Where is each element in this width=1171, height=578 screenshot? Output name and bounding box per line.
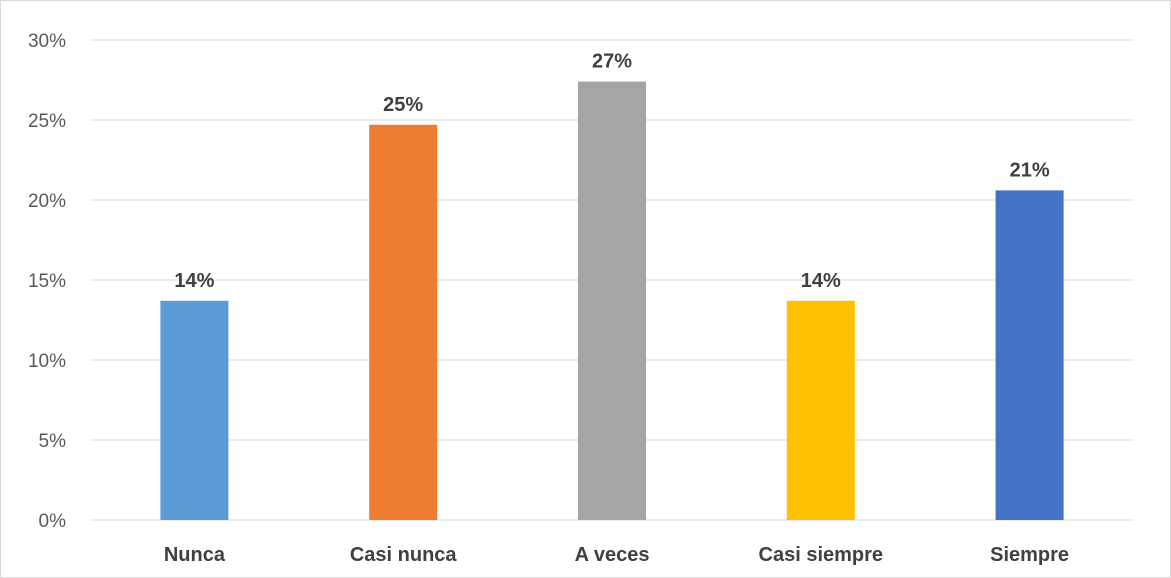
y-tick-label: 25% — [28, 111, 66, 132]
bar — [369, 124, 438, 521]
bar — [995, 190, 1064, 520]
y-tick-label: 30% — [28, 31, 66, 52]
data-label: 21% — [1010, 159, 1050, 181]
category-label: A veces — [575, 544, 650, 566]
data-label: 27% — [592, 51, 632, 73]
data-label: 14% — [801, 270, 841, 292]
category-label: Casi siempre — [759, 544, 884, 566]
x-axis-category-labels: Nunca Casi nunca A veces Casi siempre Siempr… — [164, 544, 1069, 566]
category-label: Siempre — [990, 544, 1069, 566]
bars — [160, 81, 1064, 521]
category-label: Nunca — [164, 544, 226, 566]
y-tick-label: 5% — [39, 431, 67, 452]
data-label: 25% — [383, 94, 423, 116]
bar — [160, 300, 229, 520]
y-tick-label: 20% — [28, 191, 66, 212]
data-labels: 14% 25% 27% 14% 21% — [174, 51, 1049, 292]
y-axis-tick-labels: 0% 5% 10% 15% 20% 25% 30% — [28, 31, 66, 532]
y-tick-label: 15% — [28, 271, 66, 292]
category-label: Casi nunca — [350, 544, 458, 566]
y-tick-label: 0% — [39, 511, 67, 532]
data-label: 14% — [174, 270, 214, 292]
bar — [786, 300, 855, 520]
bar — [578, 81, 646, 520]
y-tick-label: 10% — [28, 351, 66, 372]
